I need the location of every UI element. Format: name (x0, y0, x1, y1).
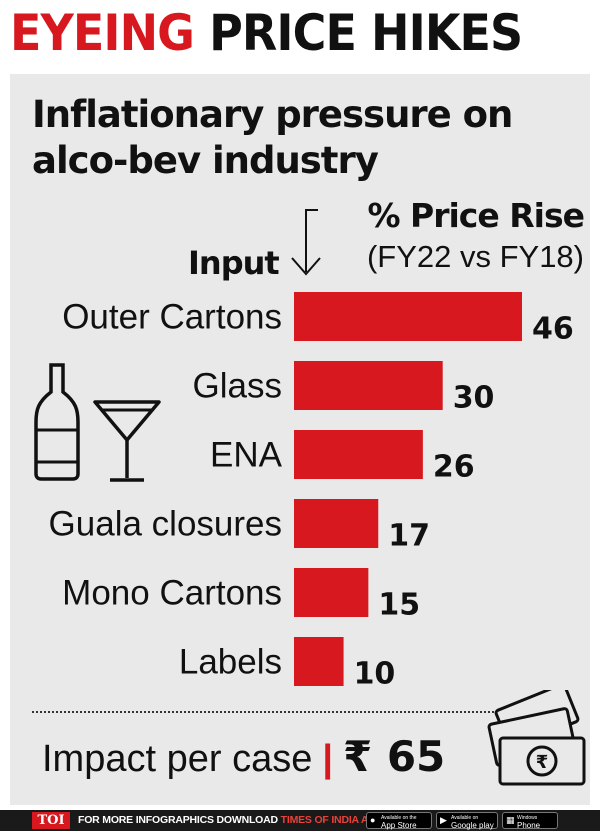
value-label-guala-closures: 17 (388, 519, 430, 554)
impact-per-case: Impact per case | ₹ 65 (42, 732, 445, 781)
cocktail-glass-icon (93, 400, 161, 482)
headline-part2: PRICE HIKES (209, 4, 523, 62)
bar-mono-cartons (294, 568, 369, 617)
dotted-divider (32, 711, 542, 713)
price-rise-bar-chart: Outer Cartons 46 Glass 30 ENA 26 Guala closure… (49, 292, 574, 692)
windows-phone-small: Windows (517, 815, 538, 821)
app-store-badge[interactable]: ● Available on the App Store (366, 812, 432, 830)
windows-phone-label: Phone (517, 821, 541, 830)
headline-text: EYEING PRICE HIKES (10, 4, 523, 62)
price-rise-period: (FY22 vs FY18) (366, 239, 584, 274)
arrow-down-icon (291, 209, 321, 276)
bar-glass (294, 361, 443, 410)
category-label-mono-cartons: Mono Cartons (62, 574, 282, 613)
bottle-icon (34, 363, 80, 481)
column-header-input: Input (188, 244, 280, 282)
infographic-panel: Inflationary pressure on alco-bev indust… (10, 74, 590, 805)
app-store-label: App Store (381, 821, 417, 830)
footer-promo-text: FOR MORE INFOGRAPHICS DOWNLOAD TIMES OF … (78, 814, 382, 826)
bar-labels (294, 637, 344, 686)
footer-brand: TIMES OF INDIA APP (280, 814, 382, 826)
impact-amount: ₹ 65 (342, 732, 446, 781)
category-label-guala-closures: Guala closures (49, 505, 282, 544)
footer-prefix: FOR MORE INFOGRAPHICS DOWNLOAD (78, 814, 281, 826)
value-label-ena: 26 (433, 450, 475, 485)
price-rise-label: % Price Rise (367, 196, 585, 235)
apple-icon: ● (370, 815, 376, 825)
svg-text:₹: ₹ (536, 752, 549, 773)
column-header-price-rise: % Price Rise (FY22 vs FY18) (366, 196, 585, 275)
bar-ena (294, 430, 423, 479)
subtitle-line1: Inflationary pressure on (32, 93, 513, 136)
windows-icon: ▦ (506, 815, 515, 825)
category-label-labels: Labels (179, 643, 282, 682)
windows-phone-badge[interactable]: ▦ Windows Phone (502, 812, 558, 830)
google-play-label: Google play (451, 821, 494, 830)
impact-separator: | (322, 738, 333, 780)
money-notes-icon: ₹ (487, 690, 586, 786)
subtitle-line2: alco-bev industry (32, 139, 379, 182)
bar-guala-closures (294, 499, 379, 548)
value-label-outer-cartons: 46 (532, 312, 574, 347)
value-label-labels: 10 (354, 657, 396, 692)
footer-bar: TOI FOR MORE INFOGRAPHICS DOWNLOAD TIMES… (0, 810, 600, 831)
app-store-small: Available on the (381, 815, 417, 821)
impact-label: Impact per case (42, 738, 313, 780)
category-label-outer-cartons: Outer Cartons (62, 298, 282, 337)
headline: EYEING PRICE HIKES (0, 0, 600, 72)
subtitle: Inflationary pressure on alco-bev indust… (32, 92, 572, 184)
category-label-glass: Glass (193, 367, 282, 406)
toi-logo: TOI (32, 812, 70, 829)
google-play-small: Available on (451, 815, 479, 821)
play-icon: ▶ (440, 815, 447, 825)
headline-part1: EYEING (10, 4, 195, 62)
bar-outer-cartons (294, 292, 522, 341)
google-play-badge[interactable]: ▶ Available on Google play (436, 812, 498, 830)
value-label-mono-cartons: 15 (378, 588, 420, 623)
category-label-ena: ENA (210, 436, 283, 475)
value-label-glass: 30 (453, 381, 495, 416)
